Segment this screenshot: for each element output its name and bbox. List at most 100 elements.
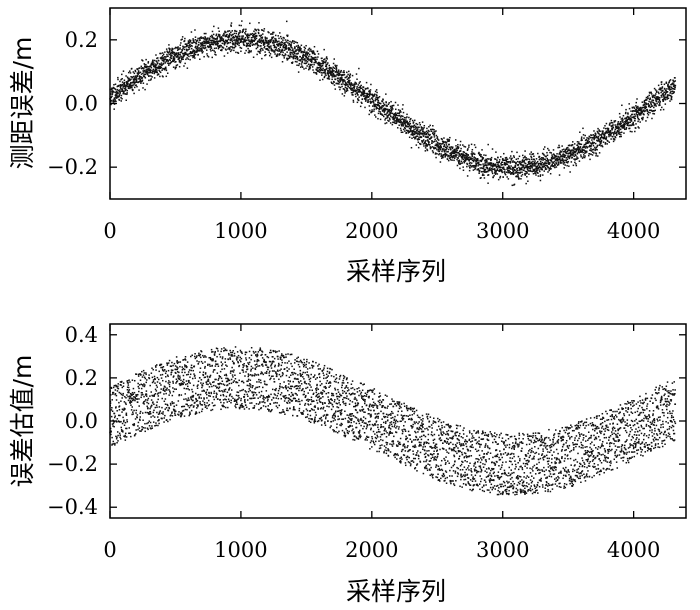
data-point <box>471 151 473 153</box>
data-point <box>428 141 430 143</box>
data-point <box>303 49 306 51</box>
data-point <box>611 128 613 131</box>
data-point <box>376 94 378 97</box>
data-point <box>291 56 293 58</box>
data-point <box>315 56 317 59</box>
data-point <box>161 373 164 376</box>
data-point <box>521 171 523 173</box>
data-point <box>494 173 497 175</box>
data-point <box>585 145 587 148</box>
data-point <box>328 64 331 67</box>
data-point <box>157 413 160 415</box>
data-point <box>293 53 296 55</box>
data-point <box>228 35 231 38</box>
data-point <box>565 159 568 161</box>
data-point <box>155 364 158 366</box>
data-point <box>121 88 124 91</box>
data-point <box>159 410 162 412</box>
data-point <box>670 86 673 89</box>
data-point <box>614 130 616 133</box>
data-point <box>568 148 570 151</box>
data-point <box>381 110 384 112</box>
data-point <box>472 160 475 163</box>
data-point <box>128 432 130 434</box>
data-point <box>462 158 465 161</box>
data-point <box>350 82 352 84</box>
data-point <box>232 33 234 36</box>
data-point <box>389 118 391 121</box>
data-point <box>337 80 340 83</box>
data-point <box>209 46 211 48</box>
data-point <box>484 159 486 162</box>
data-point <box>512 167 515 170</box>
data-point <box>119 80 121 83</box>
data-point <box>132 393 135 396</box>
data-point <box>400 116 402 118</box>
data-point <box>338 72 341 75</box>
data-point <box>558 174 561 176</box>
data-point <box>416 133 419 135</box>
data-point <box>440 146 443 149</box>
data-point <box>594 134 597 137</box>
data-point <box>426 148 428 151</box>
data-point <box>190 396 192 398</box>
data-point <box>637 110 639 112</box>
data-point <box>142 82 145 84</box>
data-point <box>171 411 173 413</box>
data-point <box>159 52 161 55</box>
data-point <box>147 421 149 424</box>
data-point <box>358 88 361 91</box>
data-point <box>244 40 247 42</box>
data-point <box>439 148 442 151</box>
data-point <box>549 172 552 175</box>
data-point <box>344 92 346 94</box>
data-point <box>654 95 656 97</box>
data-point <box>591 139 593 141</box>
data-point <box>620 135 622 138</box>
data-point <box>161 417 163 420</box>
data-point <box>373 93 376 95</box>
data-point <box>327 70 330 72</box>
data-point <box>206 40 208 43</box>
data-point <box>220 45 222 47</box>
data-point <box>242 35 245 37</box>
data-point <box>265 40 267 42</box>
data-point <box>602 130 604 132</box>
data-point <box>365 95 367 97</box>
data-point <box>149 412 152 415</box>
data-point <box>160 377 163 379</box>
data-point <box>287 57 290 60</box>
data-point <box>185 387 188 390</box>
data-point <box>435 140 438 142</box>
data-point <box>551 154 553 156</box>
data-point <box>469 156 471 158</box>
data-point <box>482 170 484 173</box>
data-point <box>549 162 551 164</box>
data-point <box>386 111 389 113</box>
data-point <box>317 62 319 65</box>
data-point <box>533 161 536 164</box>
data-point <box>628 124 630 127</box>
data-point <box>430 130 432 132</box>
data-point <box>418 122 421 124</box>
data-point <box>457 161 460 164</box>
data-point <box>590 150 593 152</box>
data-point <box>114 415 116 417</box>
data-point <box>580 154 582 156</box>
data-point <box>468 158 471 161</box>
data-point <box>465 158 467 160</box>
data-point <box>462 153 464 155</box>
data-point <box>252 36 254 39</box>
data-point <box>219 36 221 39</box>
data-point <box>343 70 345 72</box>
data-point <box>160 56 163 58</box>
data-point <box>592 136 595 139</box>
data-point <box>542 159 544 161</box>
data-point <box>153 59 156 62</box>
data-point <box>284 43 286 46</box>
data-point <box>256 53 258 56</box>
data-point <box>271 50 273 52</box>
data-point <box>179 48 181 50</box>
data-point <box>516 175 518 178</box>
